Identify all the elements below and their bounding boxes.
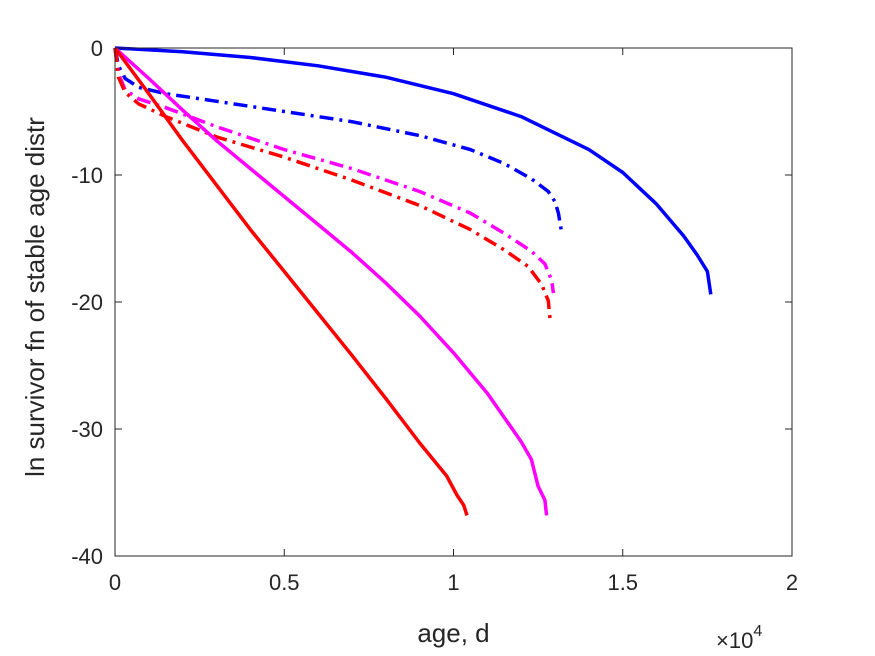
y-tick-label: -30 (71, 417, 103, 442)
axes-box (114, 47, 793, 557)
series-line-1 (114, 46, 713, 295)
x-axis-label: age, d (417, 618, 489, 648)
x-tick-label: 1.5 (607, 570, 638, 595)
x-axis-exponent-base: ×10 (716, 628, 753, 653)
x-tick-label: 1 (447, 570, 459, 595)
axis-ticks: 0 0.5 1 1.5 2 -40 -30 -20 -10 0 (71, 36, 798, 595)
x-tick-label: 0 (109, 570, 121, 595)
x-tick-label: 0.5 (269, 570, 300, 595)
y-tick-label: 0 (91, 36, 103, 61)
series-line-3 (113, 47, 556, 294)
y-axis-label: ln survivor fn of stable age distr (20, 117, 50, 477)
x-axis-exponent-power: 4 (753, 623, 762, 640)
series-line-4 (113, 47, 552, 319)
series-line-6 (113, 46, 469, 516)
y-tick-label: -20 (71, 290, 103, 315)
x-tick-label: 2 (786, 570, 798, 595)
series-line-5 (113, 46, 549, 516)
series-line-2 (113, 47, 564, 234)
x-axis-exponent: ×104 (716, 623, 762, 653)
y-tick-label: -40 (71, 544, 103, 569)
y-tick-label: -10 (71, 163, 103, 188)
plot-lines (113, 46, 713, 516)
